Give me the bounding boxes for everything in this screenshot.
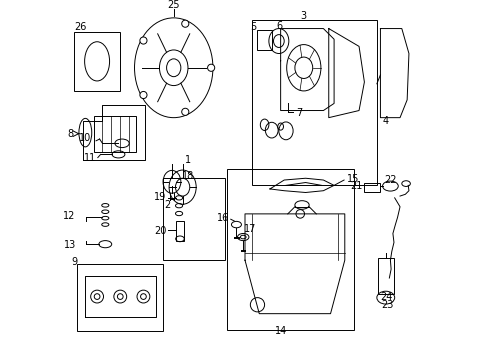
Bar (227, 169, 354, 330)
Text: 25: 25 (168, 0, 180, 10)
Text: 13: 13 (64, 240, 76, 250)
Text: 5: 5 (250, 22, 257, 32)
Text: 9: 9 (72, 257, 77, 267)
Text: 11: 11 (84, 153, 96, 163)
Text: 23: 23 (381, 300, 394, 310)
Circle shape (140, 37, 147, 44)
Text: 14: 14 (274, 326, 287, 336)
Bar (163, 178, 225, 260)
Text: 6: 6 (277, 21, 283, 31)
Text: 18: 18 (182, 171, 194, 181)
Bar (77, 264, 163, 332)
Bar (252, 20, 377, 185)
Bar (94, 116, 136, 152)
Circle shape (182, 108, 189, 116)
Text: 10: 10 (79, 133, 91, 143)
Bar (257, 30, 272, 50)
Circle shape (140, 91, 147, 99)
Text: 12: 12 (63, 211, 76, 221)
Text: 7: 7 (296, 108, 303, 118)
Circle shape (208, 64, 215, 71)
Text: 15: 15 (346, 174, 359, 184)
Circle shape (182, 20, 189, 27)
Bar (365, 183, 380, 193)
Text: 20: 20 (154, 226, 167, 236)
Text: 19: 19 (154, 192, 167, 202)
Bar (378, 258, 394, 294)
Text: 2: 2 (165, 200, 171, 210)
Bar (74, 32, 120, 91)
Text: 1: 1 (185, 156, 191, 166)
Bar (175, 221, 184, 240)
Text: 17: 17 (245, 224, 257, 234)
Text: 26: 26 (74, 22, 86, 32)
Text: 4: 4 (383, 116, 389, 126)
Text: 8: 8 (67, 129, 73, 139)
Text: 16: 16 (217, 213, 229, 223)
Text: 22: 22 (384, 175, 397, 185)
Text: 24: 24 (381, 292, 393, 302)
Text: 3: 3 (301, 11, 307, 21)
Text: 21: 21 (350, 181, 363, 191)
